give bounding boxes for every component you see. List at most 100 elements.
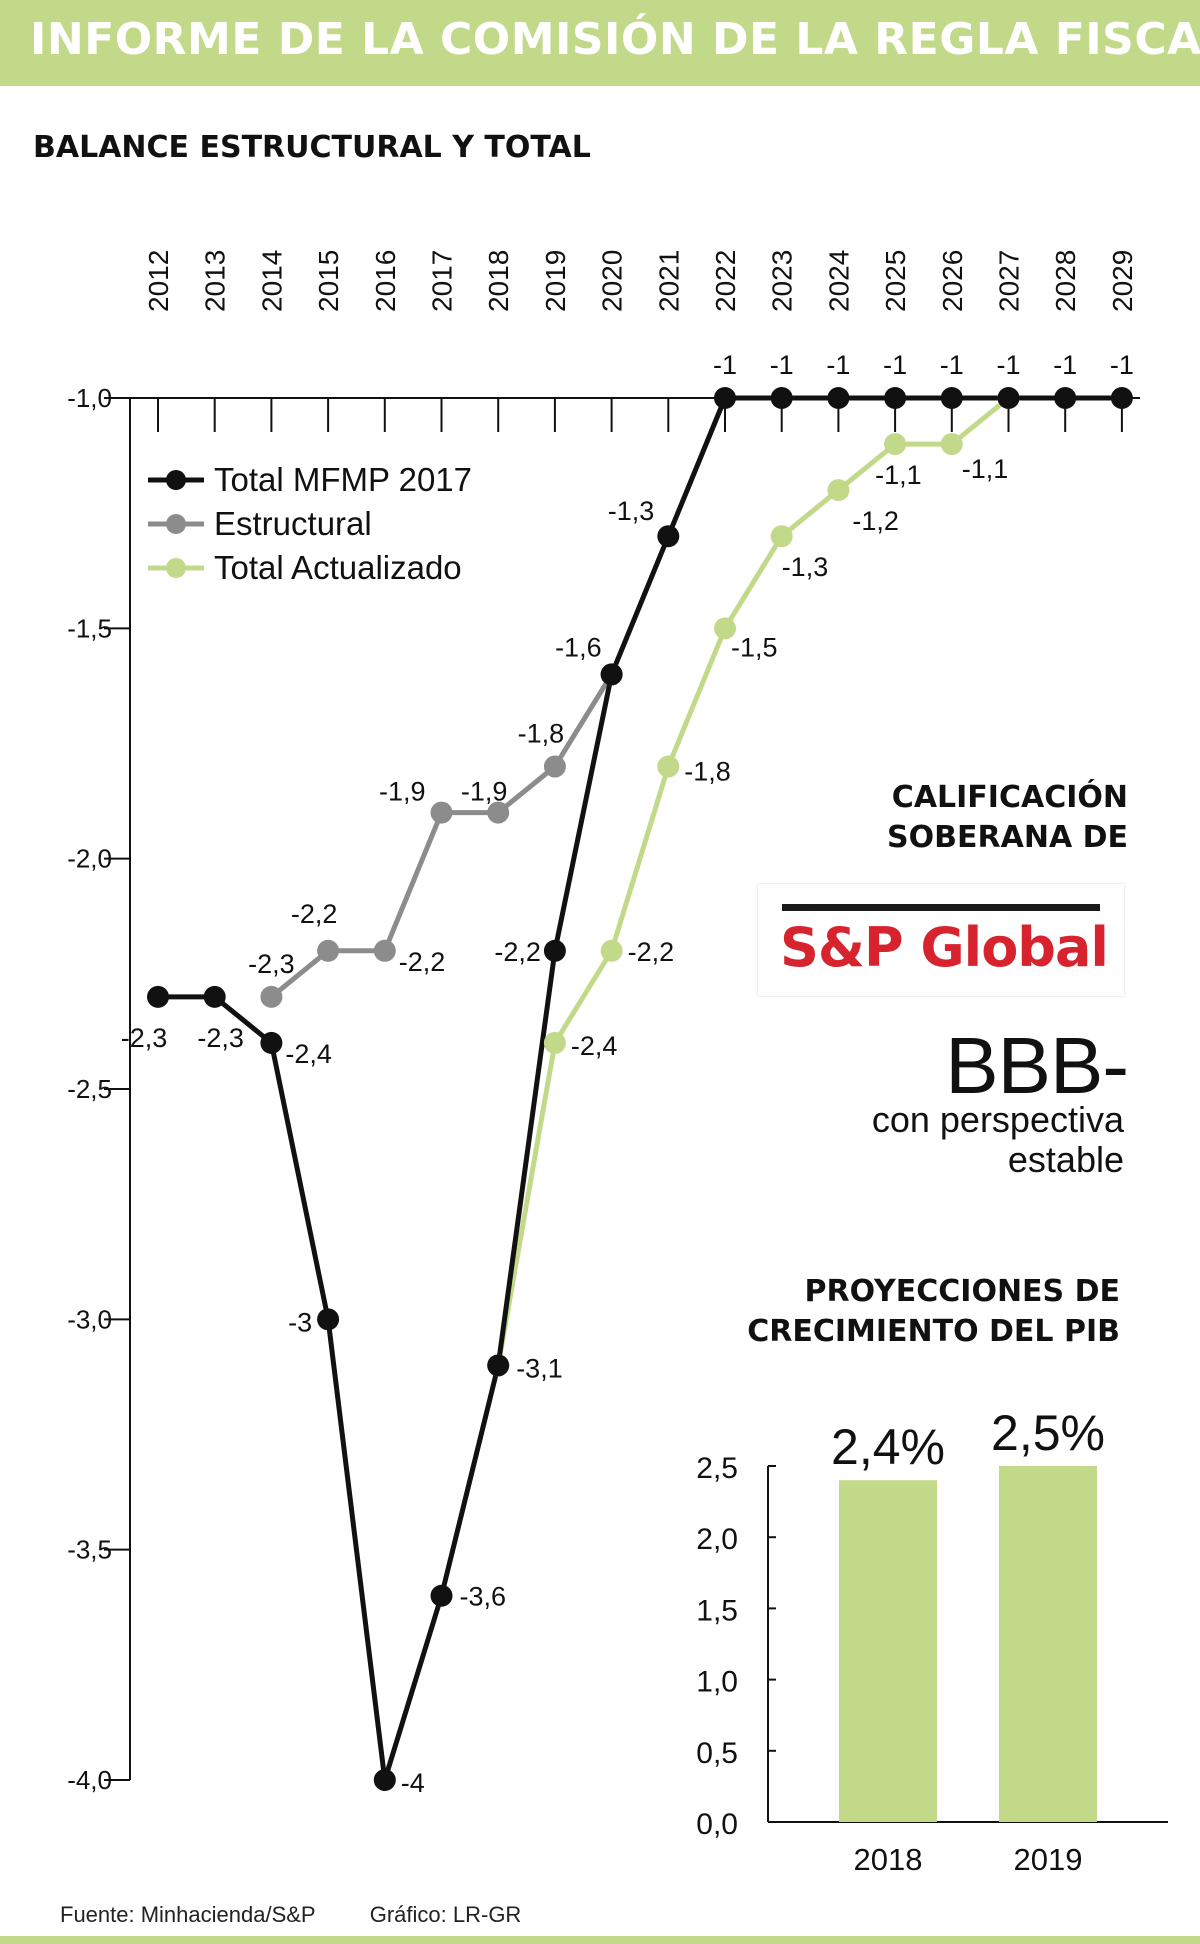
data-point: [827, 387, 850, 409]
x-tick-label: 2015: [313, 250, 344, 312]
x-tick-label: 2024: [823, 250, 854, 312]
data-label: -2,4: [571, 1031, 618, 1061]
x-tick-label: 2029: [1107, 250, 1138, 312]
rating-value: BBB-: [945, 1021, 1129, 1110]
data-label: -2,3: [248, 949, 295, 979]
data-point: [317, 939, 340, 962]
data-point: [940, 433, 963, 456]
series-line: [495, 396, 1011, 1366]
data-label: -1,2: [852, 506, 899, 536]
data-point: [714, 387, 736, 409]
data-label: -3,1: [516, 1353, 563, 1383]
data-point: [430, 801, 453, 824]
x-tick-label: 2012: [143, 250, 174, 312]
x-tick-label: 2027: [994, 250, 1025, 312]
data-label: -4: [401, 1768, 425, 1798]
x-tick-label: 2023: [767, 250, 798, 312]
rating-outlook-line1: con perspectiva: [871, 1099, 1124, 1140]
data-point: [317, 1308, 340, 1331]
data-label: -1,9: [379, 777, 426, 807]
x-tick-label: 2014: [256, 250, 287, 312]
y-tick-label: -1,0: [67, 383, 112, 413]
data-point: [543, 939, 566, 962]
data-point: [997, 387, 1020, 409]
data-label: -1,3: [782, 552, 829, 582]
data-label: -1: [1053, 350, 1077, 380]
data-point: [884, 433, 907, 456]
pib-chart-title: PROYECCIONES DE CRECIMIENTO DEL PIB: [747, 1272, 1120, 1352]
data-label: -2,2: [399, 947, 446, 977]
header-bar: INFORME DE LA COMISIÓN DE LA REGLA FISCA…: [0, 0, 1200, 86]
data-label: -2,3: [121, 1023, 168, 1053]
data-point: [543, 755, 566, 778]
data-label: -1: [713, 350, 737, 380]
data-label: -2,2: [628, 937, 675, 967]
data-point: [940, 387, 963, 409]
footer-credit: Gráfico: LR-GR: [369, 1902, 522, 1927]
data-label: -1: [883, 350, 907, 380]
data-point: [1110, 387, 1133, 409]
data-label: -3: [288, 1307, 312, 1337]
data-label: -1: [996, 350, 1020, 380]
data-label: -1,9: [461, 777, 508, 807]
data-point: [657, 755, 680, 778]
y-tick-label: -3,0: [67, 1304, 112, 1334]
rating-title: CALIFICACIÓN SOBERANA DE: [887, 778, 1128, 858]
y-tick-label: -2,5: [67, 1074, 112, 1104]
data-point: [373, 939, 396, 962]
x-tick-label: 2013: [200, 250, 231, 312]
x-tick-label: 2017: [427, 250, 458, 312]
x-tick-label: 2018: [483, 250, 514, 312]
x-tick-label: 2016: [370, 250, 401, 312]
legend-label: Total MFMP 2017: [214, 461, 472, 498]
y-tick-label: -3,5: [67, 1535, 112, 1565]
data-point: [827, 479, 850, 502]
x-tick-label: 2026: [937, 250, 968, 312]
pib-title-line1: PROYECCIONES DE: [804, 1274, 1120, 1309]
x-tick-label: 2020: [597, 250, 628, 312]
data-point: [487, 1354, 510, 1377]
logo-text: S&P Global: [780, 916, 1109, 979]
data-label: -1,6: [555, 632, 602, 662]
x-tick-label: 2022: [710, 250, 741, 312]
legend-swatch-point: [166, 514, 186, 534]
data-point: [430, 1584, 453, 1607]
data-label: -1,5: [731, 632, 778, 662]
x-tick-label: 2019: [540, 250, 571, 312]
data-label: -2,2: [291, 899, 338, 929]
legend-swatch-point: [166, 558, 186, 578]
logo-bar: [782, 904, 1100, 911]
chart-subtitle: BALANCE ESTRUCTURAL Y TOTAL: [33, 130, 591, 165]
data-label: -1,1: [875, 460, 922, 490]
data-point: [714, 617, 736, 640]
data-point: [884, 387, 907, 409]
y-tick-label: -1,5: [67, 613, 112, 643]
footer: Fuente: Minhacienda/S&P Gráfico: LR-GR: [60, 1902, 569, 1928]
sp-global-logo: S&P Global: [758, 884, 1124, 996]
page-title: INFORME DE LA COMISIÓN DE LA REGLA FISCA…: [30, 14, 1200, 65]
rating-outlook: con perspectiva estable: [824, 1100, 1124, 1180]
pib-title-line2: CRECIMIENTO DEL PIB: [747, 1314, 1120, 1349]
data-label: -2,4: [285, 1039, 332, 1069]
data-label: -2,3: [197, 1023, 244, 1053]
data-label: -1,8: [518, 719, 565, 749]
data-label: -1,1: [962, 454, 1009, 484]
data-label: -1: [1110, 350, 1134, 380]
rating-title-line2: SOBERANA DE: [887, 820, 1128, 855]
data-point: [203, 985, 226, 1008]
data-point: [1054, 387, 1077, 409]
data-point: [600, 939, 623, 962]
data-label: -1: [826, 350, 850, 380]
footer-source: Fuente: Minhacienda/S&P: [60, 1902, 316, 1927]
data-label: -1: [940, 350, 964, 380]
rating-outlook-line2: estable: [1007, 1139, 1124, 1180]
y-tick-label: -4,0: [67, 1765, 112, 1795]
x-tick-label: 2021: [653, 250, 684, 312]
data-point: [770, 387, 793, 409]
legend-label: Total Actualizado: [214, 549, 462, 586]
data-point: [600, 663, 623, 686]
data-point: [487, 801, 510, 824]
data-point: [543, 1031, 566, 1054]
data-label: -3,6: [460, 1582, 507, 1612]
